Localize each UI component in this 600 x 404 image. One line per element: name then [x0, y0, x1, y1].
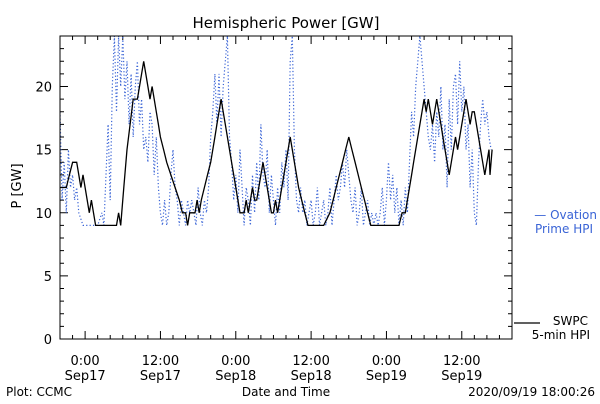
legend-ovation-label-2: Prime HPI [535, 222, 593, 236]
y-axis-ticks: 0 5 10 15 20 [35, 35, 512, 348]
footer-source: Plot: CCMC [6, 385, 72, 399]
plot-frame [59, 35, 513, 340]
x-axis-ticks: 0:00Sep1712:00Sep170:00Sep1812:00Sep180:… [59, 36, 513, 384]
x-tick-label-time: 0:00 [221, 354, 250, 369]
x-tick-label-time: 0:00 [71, 354, 100, 369]
legend-swpc-label-2: 5-min HPI [532, 328, 590, 342]
ovation-prime-series-line [60, 36, 492, 226]
plot-series [60, 36, 493, 227]
y-tick-label: 0 [44, 333, 52, 348]
y-axis-label: P [GW] [10, 163, 25, 208]
swpc-series-line [60, 61, 493, 227]
x-tick-label-date: Sep17 [140, 369, 181, 384]
x-tick-label-date: Sep17 [65, 369, 106, 384]
y-tick-label: 10 [35, 207, 52, 222]
x-tick-label-time: 12:00 [443, 354, 480, 369]
legend-ovation-label: — Ovation [534, 208, 597, 222]
legend-swpc-label: SWPC [553, 314, 588, 328]
x-tick-label-date: Sep18 [291, 369, 332, 384]
y-tick-label: 20 [35, 81, 52, 96]
y-tick-label: 15 [35, 144, 52, 159]
chart-title: Hemispheric Power [GW] [193, 14, 380, 32]
x-tick-label-date: Sep19 [366, 369, 407, 384]
footer-xlabel: Date and Time [242, 385, 330, 399]
y-tick-label: 5 [44, 270, 52, 285]
x-tick-label-time: 12:00 [292, 354, 329, 369]
footer-timestamp: 2020/09/19 18:00:26 [468, 385, 595, 399]
x-tick-label-date: Sep19 [441, 369, 482, 384]
x-tick-label-date: Sep18 [215, 369, 256, 384]
x-tick-label-time: 0:00 [372, 354, 401, 369]
x-tick-label-time: 12:00 [142, 354, 179, 369]
